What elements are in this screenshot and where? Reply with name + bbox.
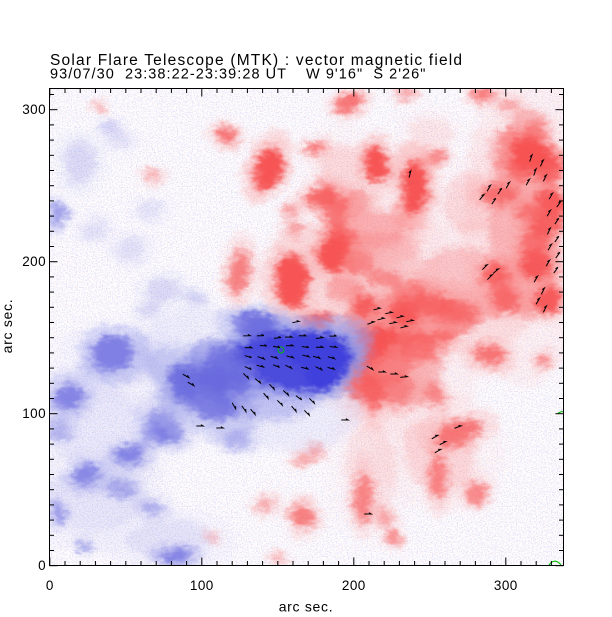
svg-text:0: 0 (46, 578, 54, 593)
svg-text:93/07/30 23:38:22-23:39:28 UT: 93/07/30 23:38:22-23:39:28 UT (50, 67, 287, 83)
svg-text:200: 200 (22, 254, 46, 269)
svg-text:W 9'16" S 2'26": W 9'16" S 2'26" (306, 67, 427, 83)
svg-text:200: 200 (342, 578, 366, 593)
svg-text:100: 100 (22, 406, 46, 421)
svg-text:Solar Flare Telescope (MTK) :: Solar Flare Telescope (MTK) : vector mag… (50, 52, 463, 69)
svg-text:0: 0 (38, 558, 46, 573)
svg-text:300: 300 (22, 102, 46, 117)
svg-text:arc sec.: arc sec. (279, 599, 334, 615)
svg-text:300: 300 (494, 578, 518, 593)
svg-text:arc sec.: arc sec. (0, 299, 15, 354)
svg-text:100: 100 (190, 578, 214, 593)
